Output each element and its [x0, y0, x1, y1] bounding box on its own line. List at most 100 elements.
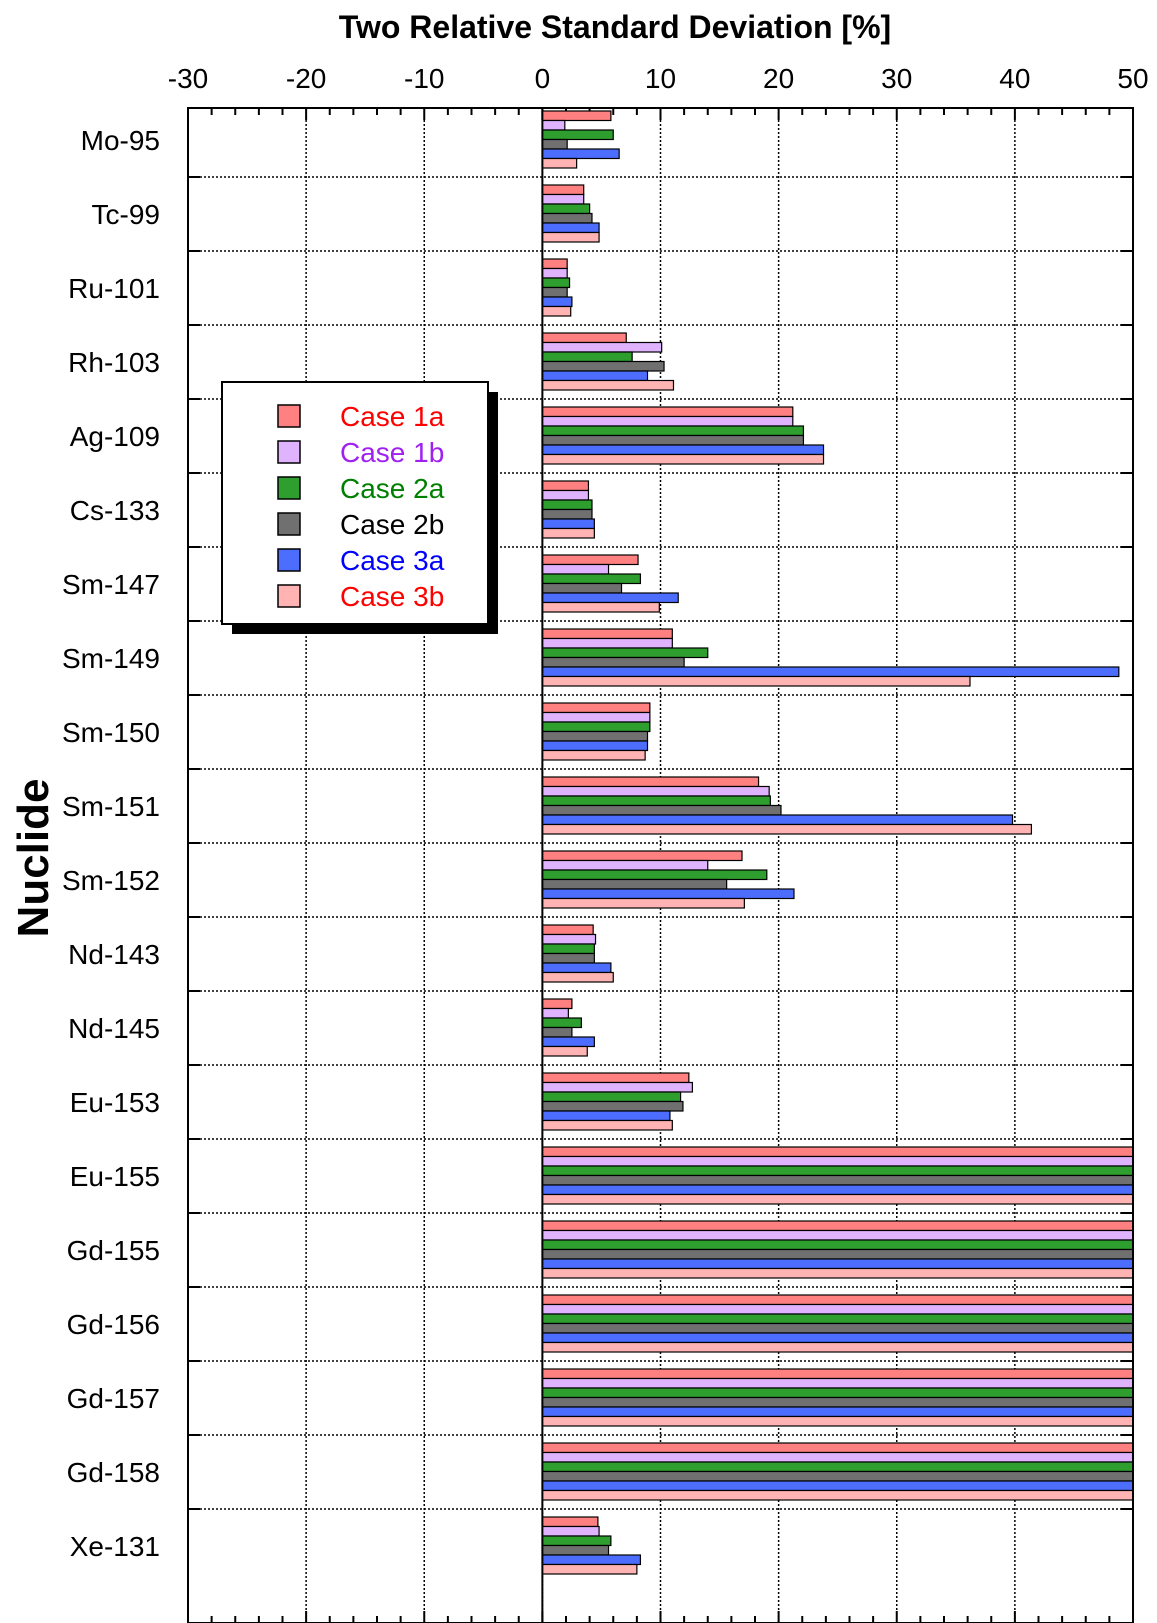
bar: [541, 924, 594, 936]
category-label: Mo-95: [81, 125, 160, 156]
bar: [541, 776, 760, 788]
bar: [541, 518, 595, 530]
bar: [541, 157, 578, 169]
bar: [541, 1415, 1134, 1427]
category-label: Sm-149: [62, 643, 160, 674]
bar: [541, 749, 646, 761]
bar: [541, 1554, 642, 1566]
x-tick-label: 50: [1117, 63, 1148, 94]
bar: [541, 702, 651, 714]
bar: [541, 1174, 1134, 1186]
bar: [541, 1451, 1134, 1463]
category-label: Tc-99: [92, 199, 160, 230]
bar: [541, 1146, 1134, 1158]
bar: [541, 1007, 569, 1019]
bar: [541, 795, 771, 807]
y-axis-label: Nuclide: [9, 779, 58, 938]
bar: [541, 554, 639, 566]
bar: [541, 1406, 1134, 1418]
category-label: Eu-155: [70, 1161, 160, 1192]
bar: [541, 573, 642, 585]
category-label: Sm-150: [62, 717, 160, 748]
bar: [541, 1036, 595, 1048]
legend: Case 1a Case 1b Case 2a Case 2b Case 3a Case …: [221, 381, 498, 634]
bar: [541, 1396, 1134, 1408]
bar: [541, 305, 572, 317]
category-label: Ag-109: [70, 421, 160, 452]
bar: [541, 666, 1120, 678]
legend-label: Case 3a: [340, 545, 445, 576]
category-label: Gd-157: [67, 1383, 160, 1414]
bar: [541, 1489, 1134, 1501]
category-label: Rh-103: [68, 347, 160, 378]
category-label: Ru-101: [68, 273, 160, 304]
bar: [541, 952, 595, 964]
bar: [541, 1303, 1134, 1315]
bar: [541, 184, 585, 196]
legend-swatch: [277, 476, 301, 500]
plot-frame: [187, 107, 1134, 1623]
chart-title: Two Relative Standard Deviation [%]: [339, 9, 891, 45]
legend-swatch: [277, 584, 301, 608]
bar: [541, 415, 794, 427]
bar: [541, 962, 612, 974]
legend-label: Case 2a: [340, 473, 445, 504]
x-tick-label: 40: [999, 63, 1030, 94]
bar: [541, 656, 685, 668]
bar: [541, 1525, 600, 1537]
bar: [541, 1442, 1134, 1454]
legend-label: Case 2b: [340, 509, 444, 540]
bar: [541, 1480, 1134, 1492]
bar: [541, 1332, 1134, 1344]
category-label: Sm-151: [62, 791, 160, 822]
bar: [541, 231, 600, 243]
bar: [541, 675, 971, 687]
legend-box: [221, 381, 489, 625]
bar: [541, 1313, 1134, 1325]
bar: [541, 499, 593, 511]
bar: [541, 425, 805, 437]
bar: [541, 341, 663, 353]
bar: [541, 379, 675, 391]
bar: [541, 869, 768, 881]
bar: [541, 138, 568, 150]
bar: [541, 582, 623, 594]
bar: [541, 1248, 1134, 1260]
bar: [541, 370, 649, 382]
bar: [541, 360, 665, 372]
x-tick-label: 10: [645, 63, 676, 94]
category-label: Cs-133: [70, 495, 160, 526]
bar: [541, 1470, 1134, 1482]
bar: [541, 1258, 1134, 1270]
x-tick-label: 30: [881, 63, 912, 94]
bar: [541, 1026, 573, 1038]
bar: [541, 1072, 690, 1084]
bar: [541, 859, 709, 871]
bar: [541, 332, 627, 344]
bar: [541, 267, 568, 279]
bar: [541, 1193, 1134, 1205]
bar: [541, 1220, 1134, 1232]
bar: [541, 508, 593, 520]
bars: [541, 108, 1134, 1623]
legend-swatch: [277, 548, 301, 572]
x-axis-tick-labels: -30 -20 -10 0 10 20 30 40 50: [168, 63, 1149, 94]
bar: [541, 563, 610, 575]
bar: [541, 637, 673, 649]
bar: [541, 740, 649, 752]
bar: [541, 628, 673, 640]
x-tick-label: 20: [763, 63, 794, 94]
legend-swatch: [277, 440, 301, 464]
bar: [541, 592, 679, 604]
bar: [541, 480, 590, 492]
category-labels: Mo-95 Tc-99 Ru-101 Rh-103 Ag-109 Cs-133 Sm-147…: [62, 125, 160, 1562]
bar: [541, 814, 1014, 826]
legend-swatch: [277, 512, 301, 536]
bar: [541, 258, 568, 270]
legend-items: Case 1a Case 1b Case 2a Case 2b Case 3a Case …: [277, 401, 445, 612]
category-label: Gd-158: [67, 1457, 160, 1488]
bar: [541, 203, 591, 215]
category-label: Gd-156: [67, 1309, 160, 1340]
bar: [541, 453, 825, 465]
bar: [541, 1165, 1134, 1177]
